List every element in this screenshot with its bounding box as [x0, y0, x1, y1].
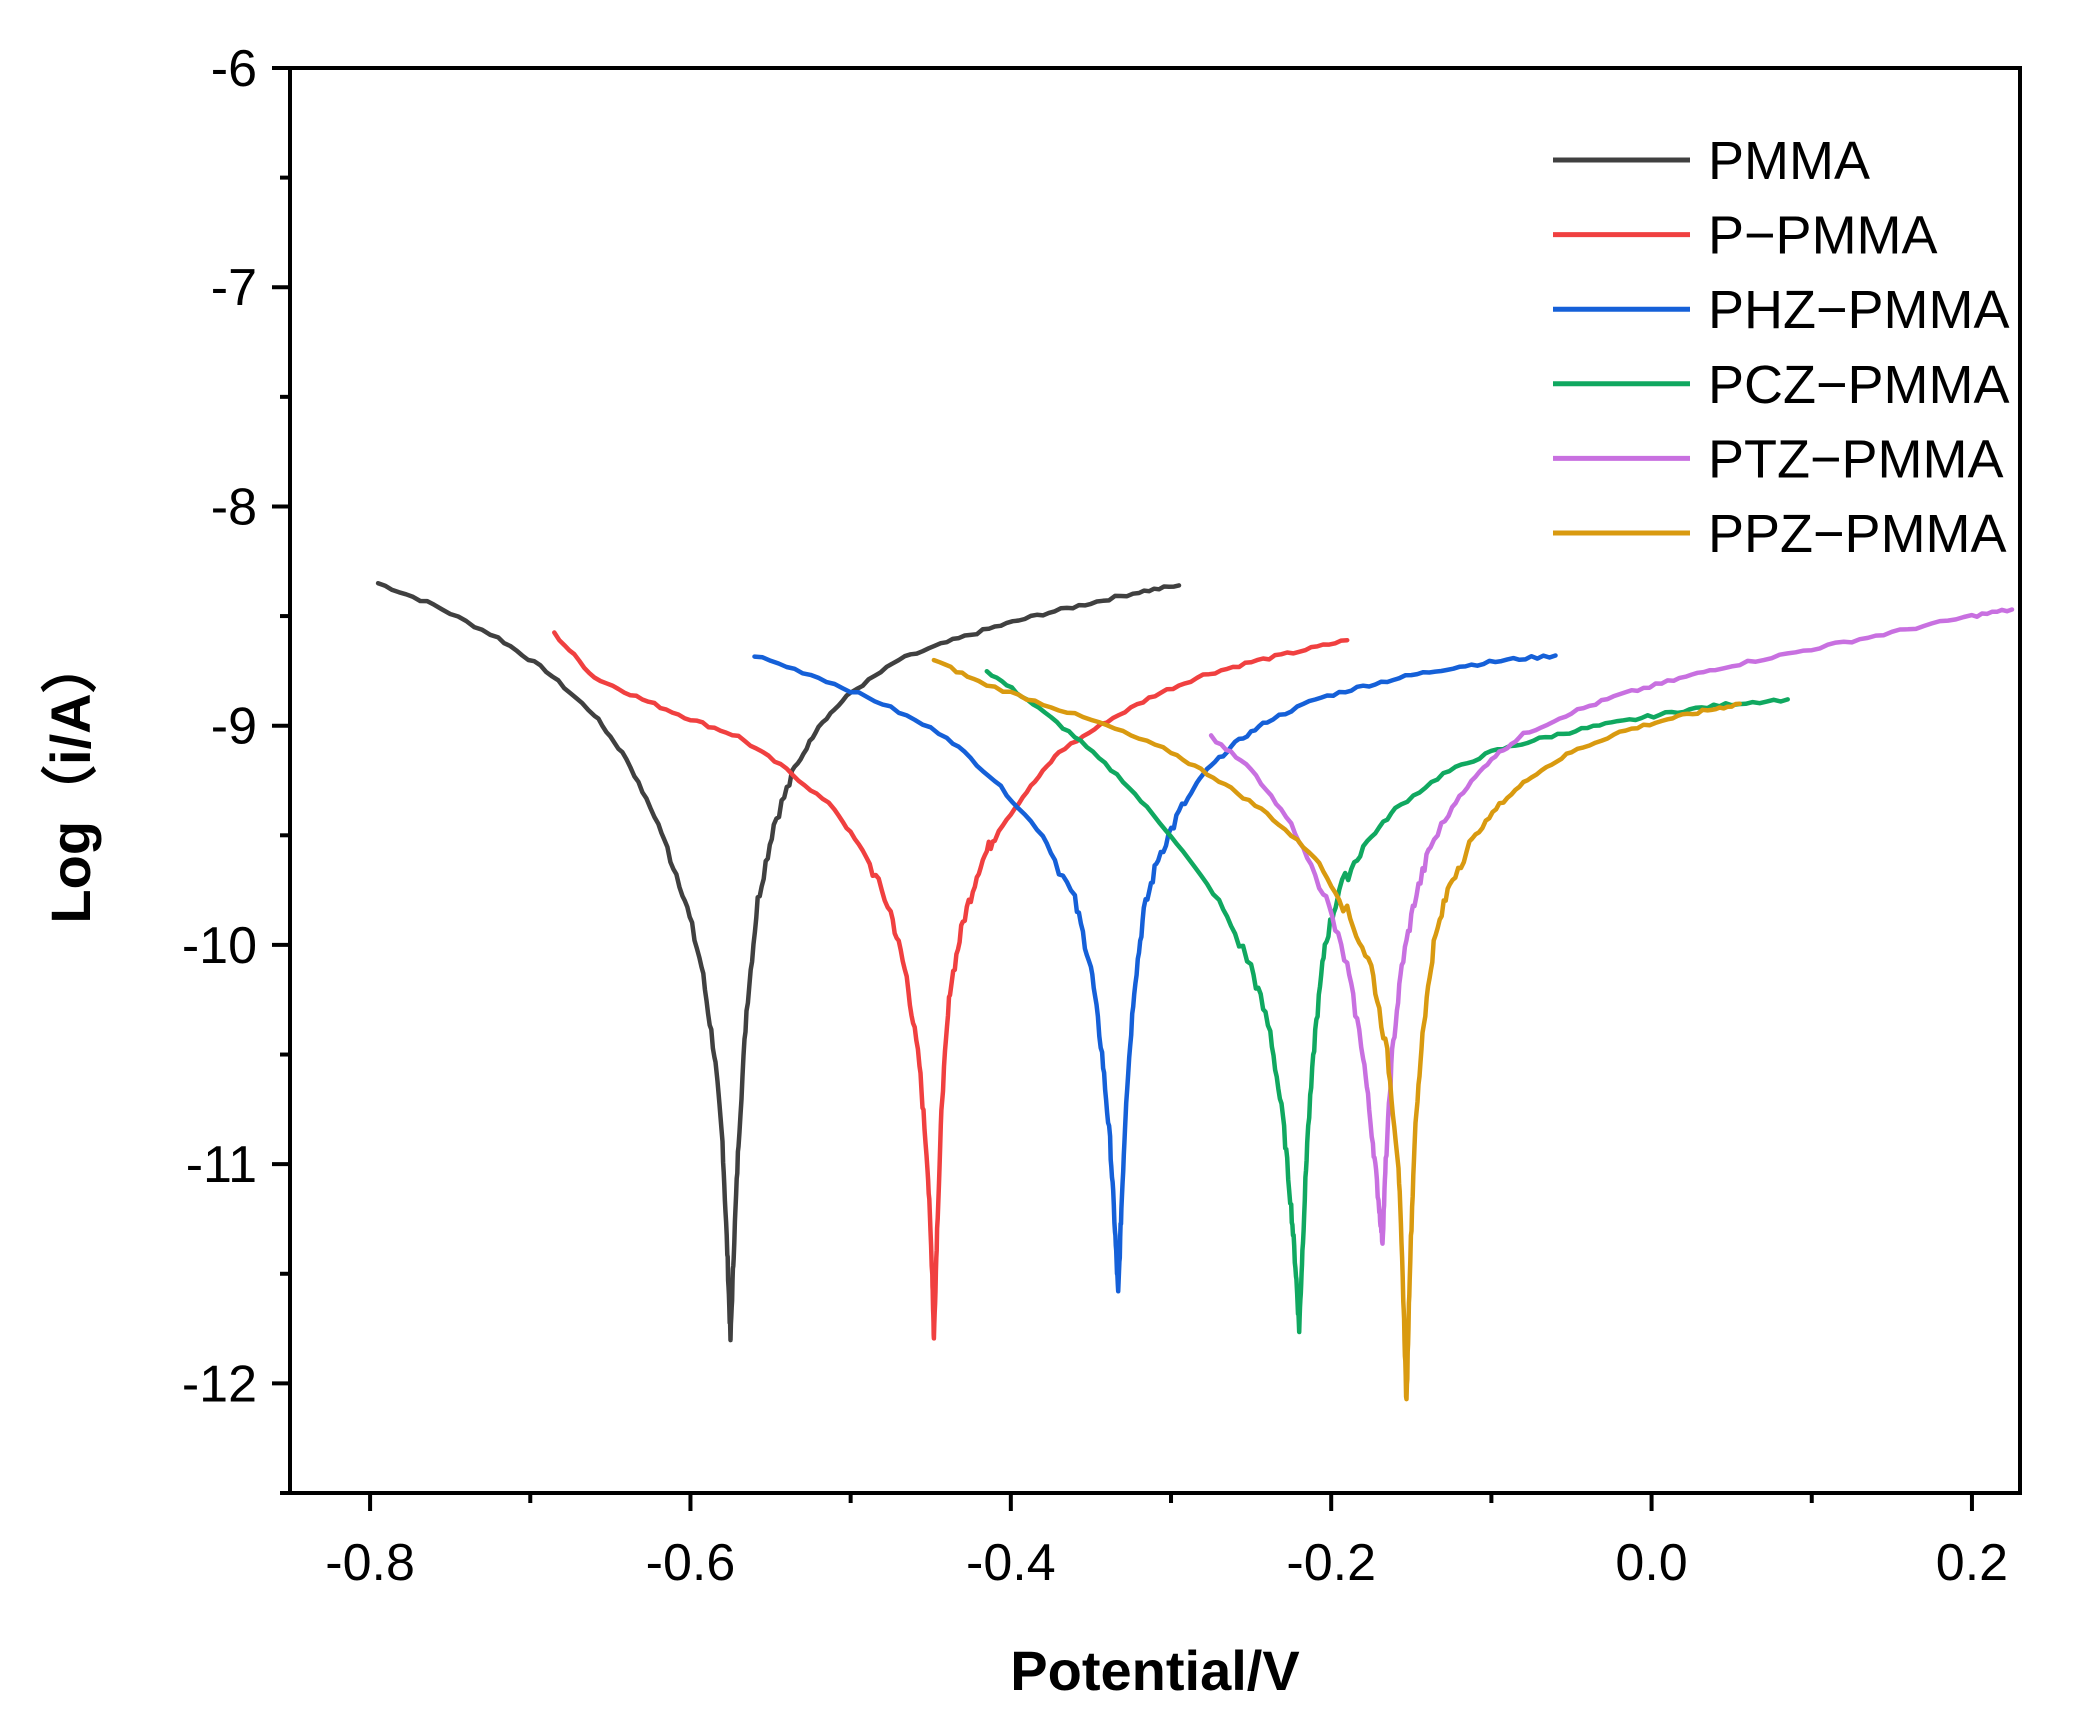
y-tick-label: -11 [186, 1136, 257, 1194]
x-tick-label: 0.0 [1615, 1534, 1687, 1592]
y-tick-label: -6 [211, 40, 257, 98]
legend-label: P−PMMA [1708, 206, 1938, 266]
series-line-0 [375, 580, 1182, 1343]
y-tick-label: -9 [211, 698, 257, 756]
x-tick-label: -0.6 [646, 1534, 736, 1592]
y-tick-label: -12 [182, 1355, 257, 1413]
y-tick-label: -10 [182, 917, 257, 975]
plot-area-frame [288, 66, 2022, 1495]
y-tick-label: -7 [211, 259, 257, 317]
x-axis-title: Potential/V [1010, 1639, 1299, 1702]
x-tick-label: -0.2 [1286, 1534, 1376, 1592]
legend-label: PCZ−PMMA [1708, 355, 2010, 415]
legend: PMMA P−PMMA PHZ−PMMA PCZ−PMMA PTZ−PMMA PPZ−PM… [1553, 131, 2010, 564]
x-tick-label: -0.8 [325, 1534, 415, 1592]
legend-label: PHZ−PMMA [1708, 280, 2010, 340]
legend-label: PMMA [1708, 131, 1870, 191]
series-line-1 [552, 630, 1350, 1341]
x-tick-label: 0.2 [1936, 1534, 2008, 1592]
y-axis-title: Log（i/A） [39, 637, 102, 923]
legend-label: PTZ−PMMA [1708, 429, 2004, 489]
legend-label: PPZ−PMMA [1708, 504, 2007, 564]
series-line-3 [984, 668, 1790, 1335]
series-line-4 [1208, 607, 2015, 1246]
y-tick-label: -8 [211, 478, 257, 536]
axis-ticks-group: -0.8 -0.6 -0.4 -0.2 0.0 0.2 -6 -7 -8 -9 -10 -11 -12 [182, 40, 2008, 1592]
plot-series-group [375, 580, 2015, 1402]
series-line-2 [752, 653, 1558, 1294]
x-tick-label: -0.4 [966, 1534, 1056, 1592]
series-line-5 [931, 657, 1742, 1402]
